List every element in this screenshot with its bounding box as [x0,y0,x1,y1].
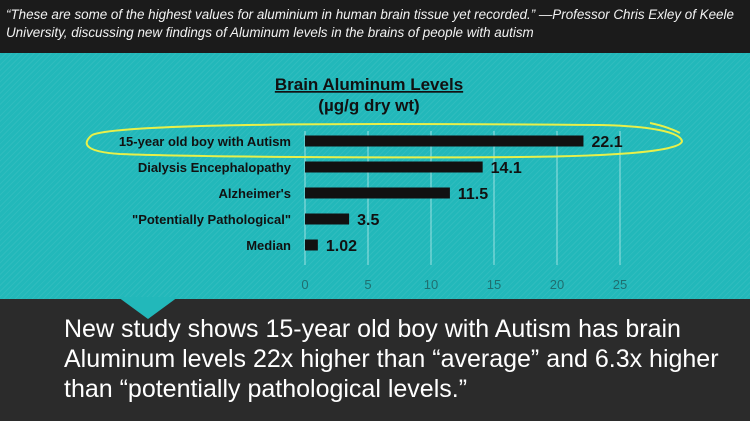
quote-text: “These are some of the highest values fo… [6,7,734,40]
bar [305,161,483,173]
chart-bars [305,135,584,251]
value-label: 1.02 [326,238,357,255]
value-label: 11.5 [458,186,488,203]
x-tick-label: 20 [550,277,564,292]
value-label: 22.1 [591,134,622,151]
category-label: "Potentially Pathological" [132,212,291,227]
chart-title: Brain Aluminum Levels [275,75,463,94]
x-axis-ticks: 0 5 10 15 20 25 [301,277,627,292]
category-label: Alzheimer's [219,186,291,201]
bar [305,213,350,225]
bar [305,187,450,199]
bar [305,135,584,147]
chart-subtitle: (µg/g dry wt) [318,96,419,115]
chart-panel [0,53,750,299]
bar [305,239,318,251]
value-labels: 22.1 14.111.5 3.51.02 [326,134,623,255]
x-tick-label: 10 [424,277,438,292]
x-tick-label: 25 [613,277,627,292]
category-label: Median [246,238,291,253]
value-label: 14.1 [491,160,522,177]
category-labels: 15-year old boy with Autism Dialysis Ence… [119,134,292,253]
x-tick-label: 0 [301,277,308,292]
callout-pointer [118,297,178,319]
category-label: 15-year old boy with Autism [119,134,291,149]
caption-text: New study shows 15-year old boy with Aut… [64,315,719,403]
quote-banner: “These are some of the highest values fo… [0,0,750,53]
x-tick-label: 15 [487,277,501,292]
caption-panel [0,299,750,421]
category-label: Dialysis Encephalopathy [138,160,292,175]
highlight-circle [85,122,684,159]
bar-chart: Brain Aluminum Levels (µg/g dry wt) 15-y… [85,75,684,292]
x-tick-label: 5 [364,277,371,292]
value-label: 3.5 [357,212,379,229]
